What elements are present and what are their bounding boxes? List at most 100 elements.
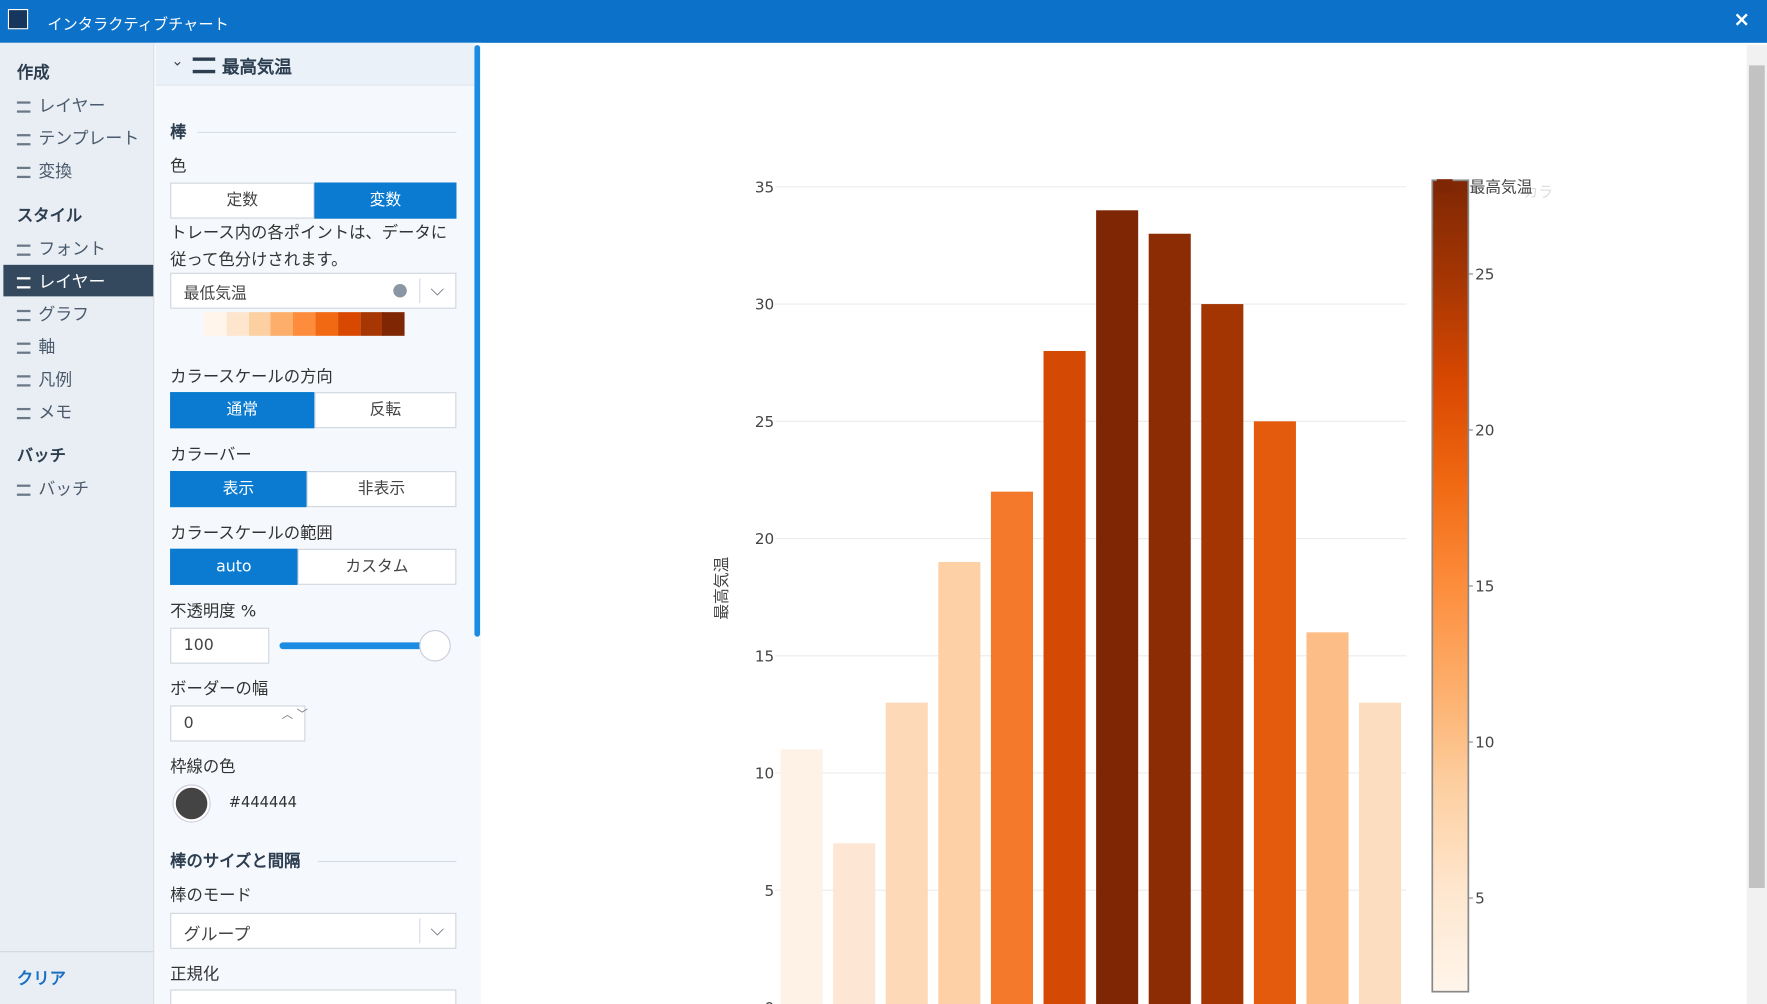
toggle-option[interactable]: 表示 [170, 471, 307, 508]
bar-icon [192, 57, 216, 74]
item-label: テンプレート [38, 128, 140, 149]
scroll-thumb[interactable] [1748, 65, 1765, 889]
scale-swatch [360, 312, 383, 336]
toggle-option[interactable]: カスタム [297, 548, 457, 585]
bar [1096, 210, 1139, 1004]
sidebar-item[interactable]: 軸 [16, 335, 56, 359]
input-value: 100 [183, 636, 214, 655]
bar [1148, 233, 1191, 1004]
window-title: インタラクティブチャート [47, 15, 229, 34]
color-description: トレース内の各ポイントは、データに従って色分けされます。 [170, 224, 448, 270]
item-icon [16, 342, 31, 354]
sidebar-item[interactable]: フォント [16, 237, 106, 261]
dropdown-divider [419, 278, 421, 304]
slider-knob[interactable] [419, 629, 451, 662]
scale-swatch [270, 312, 294, 336]
field-label: カラースケールの方向 [170, 368, 333, 387]
item-label: グラフ [38, 304, 90, 325]
sidebar-item[interactable]: グラフ [16, 302, 90, 326]
section-rule [317, 860, 457, 863]
item-icon [16, 276, 31, 288]
sidebar-item[interactable]: バッチ [16, 477, 89, 501]
field-label: 枠線の色 [170, 758, 236, 777]
sidebar-item[interactable]: 変換 [16, 159, 73, 183]
chevron: ⌵ [430, 278, 445, 300]
y-tick-label: 30 [755, 296, 774, 314]
sidebar-item[interactable]: レイヤー [16, 269, 105, 293]
item-label: 軸 [38, 336, 56, 358]
field-label: 棒 [170, 123, 187, 142]
bar [1253, 421, 1296, 1004]
colorbar-title: カラ [1524, 184, 1553, 201]
bar [1306, 632, 1349, 1004]
item-icon [16, 374, 31, 386]
item-label: フォント [38, 238, 106, 260]
sidebar-item[interactable]: メモ [16, 400, 72, 424]
dropdown-divider [419, 918, 421, 944]
toggle-option[interactable]: 定数 [170, 182, 315, 219]
field-label: 正規化 [170, 965, 220, 984]
field-label: 棒のサイズと間隔 [170, 853, 301, 872]
sidebar: 作成 レイヤー テンプレート 変換 スタイル フォント レイヤー グラフ軸凡例 メモ バッチ バッチ… [0, 42, 155, 1004]
colorbar-tick-label: 10 [1475, 734, 1494, 752]
item-icon [16, 309, 31, 321]
bar [780, 749, 823, 1004]
colorbar-tick-label: 25 [1475, 266, 1494, 284]
panel-scrollbar[interactable] [474, 45, 481, 637]
sidebar-section: スタイル [16, 207, 83, 226]
bar [1359, 702, 1402, 1004]
item-label: 変換 [38, 161, 73, 182]
toggle-option[interactable]: 非表示 [306, 471, 457, 508]
sidebar-separator [0, 951, 154, 953]
color-hex: #444444 [228, 794, 297, 812]
field-label: カラーバー [170, 446, 252, 465]
clear-button[interactable]: クリア [16, 970, 66, 989]
spinner: ︿ ﹀ [281, 708, 308, 722]
slider-track[interactable] [279, 642, 435, 650]
scale-swatch [226, 312, 249, 336]
y-tick-label: 20 [755, 530, 774, 548]
title-bar: インタラクティブチャート × [0, 0, 1767, 43]
color-circle[interactable] [173, 785, 210, 822]
panel-header: ⌄ 最高気温 [155, 42, 475, 86]
field-label: ボーダーの幅 [170, 680, 269, 699]
toggle-option[interactable]: 反転 [314, 392, 457, 429]
toggle-option[interactable]: 通常 [170, 392, 315, 429]
bar-mode-dropdown[interactable]: グループ ⌵ [170, 912, 457, 949]
colorbar-tick-label: 20 [1475, 422, 1494, 440]
y-tick-label: 0 [764, 999, 774, 1004]
sidebar-item[interactable]: レイヤー [16, 94, 105, 118]
close-button[interactable]: × [1733, 7, 1751, 32]
y-tick-label: 25 [755, 413, 774, 431]
section-rule [197, 131, 457, 133]
scale-swatch [337, 312, 361, 336]
app-icon [7, 9, 29, 30]
active-bg [3, 264, 154, 297]
field-label: カラースケールの範囲 [170, 525, 333, 544]
y-tick-label: 10 [755, 765, 774, 783]
colorbar-tick-label: 5 [1475, 890, 1485, 908]
clear-icon [393, 283, 407, 298]
bar [1201, 304, 1244, 1004]
y-axis-title: 最高気温 [712, 556, 731, 619]
collapse-icon[interactable]: ⌄ [171, 52, 184, 70]
toggle-option[interactable]: 変数 [314, 182, 457, 219]
bar [1043, 350, 1086, 1004]
sidebar-item[interactable]: テンプレート [16, 126, 140, 150]
panel: ⌄ 最高気温 棒色定数 変数 トレース内の各ポイントは、データに従って色分けされます… [155, 42, 482, 1004]
scale-swatch [382, 312, 406, 336]
opacity-input[interactable]: 100 [170, 627, 270, 664]
border-width-input[interactable]: 0 ︿ ﹀ [170, 705, 308, 742]
color-field-dropdown[interactable]: 最低気温 ⌵ [170, 272, 457, 309]
field-label: 棒のモード [170, 886, 252, 905]
bar [938, 561, 981, 1004]
item-icon [16, 166, 31, 178]
y-tick-label: 5 [764, 882, 774, 900]
sidebar-item[interactable]: 凡例 [16, 367, 72, 391]
item-icon [16, 484, 31, 496]
sidebar-section: 作成 [16, 64, 50, 83]
bar [990, 491, 1034, 1004]
toggle-option[interactable]: auto [170, 548, 298, 585]
scale-swatch [248, 312, 272, 336]
normalize-dropdown[interactable] [170, 989, 457, 1004]
